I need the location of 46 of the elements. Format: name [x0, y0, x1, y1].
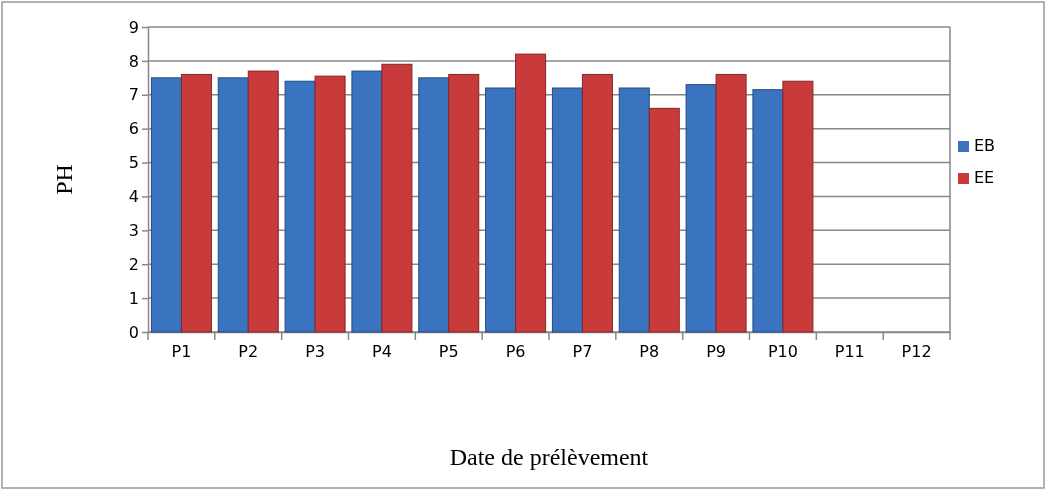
x-axis-title: Date de prélèvement [449, 444, 649, 470]
x-tick-label: P3 [305, 342, 325, 362]
x-tick-label: P5 [438, 342, 459, 362]
y-tick-label: 4 [128, 187, 139, 207]
x-tick-label: P7 [572, 342, 593, 362]
y-axis-title: PH [51, 164, 77, 195]
x-tick-label: P1 [171, 342, 192, 362]
bar [515, 53, 547, 333]
x-tick-label: P12 [901, 342, 932, 362]
bar [180, 73, 212, 333]
bar [485, 87, 517, 333]
bar [581, 73, 613, 333]
y-tick-label: 9 [128, 17, 139, 37]
x-tick-label: P4 [372, 342, 392, 362]
bar [150, 77, 182, 333]
x-tick-label: P8 [639, 342, 660, 362]
x-tick-label: P10 [767, 342, 798, 362]
x-tick-label: P2 [238, 342, 259, 362]
x-tick-label: P11 [834, 342, 865, 362]
bar [217, 77, 249, 333]
x-tick-label: P6 [505, 342, 526, 362]
legend-label: EB [974, 136, 996, 155]
y-tick-label: 3 [128, 220, 139, 240]
x-tick-label: P9 [706, 342, 726, 362]
bar [247, 70, 279, 333]
bar [381, 63, 413, 333]
bar [418, 77, 450, 333]
y-tick-label: 5 [128, 153, 139, 173]
bar [782, 80, 814, 333]
legend-label: EE [974, 168, 995, 187]
bar [715, 73, 747, 333]
bar [351, 70, 383, 333]
bar [314, 75, 346, 333]
bar [448, 73, 480, 333]
y-tick-label: 0 [128, 322, 139, 342]
y-tick-label: 1 [128, 288, 139, 308]
bar [551, 87, 583, 333]
bar [685, 84, 717, 333]
y-tick-label: 2 [128, 254, 139, 274]
y-tick-label: 6 [128, 119, 139, 139]
bar [648, 107, 680, 333]
y-tick-label: 7 [128, 85, 139, 105]
bar [284, 80, 316, 333]
bar [752, 89, 784, 333]
y-tick-label: 8 [128, 51, 139, 71]
bar [618, 87, 650, 333]
